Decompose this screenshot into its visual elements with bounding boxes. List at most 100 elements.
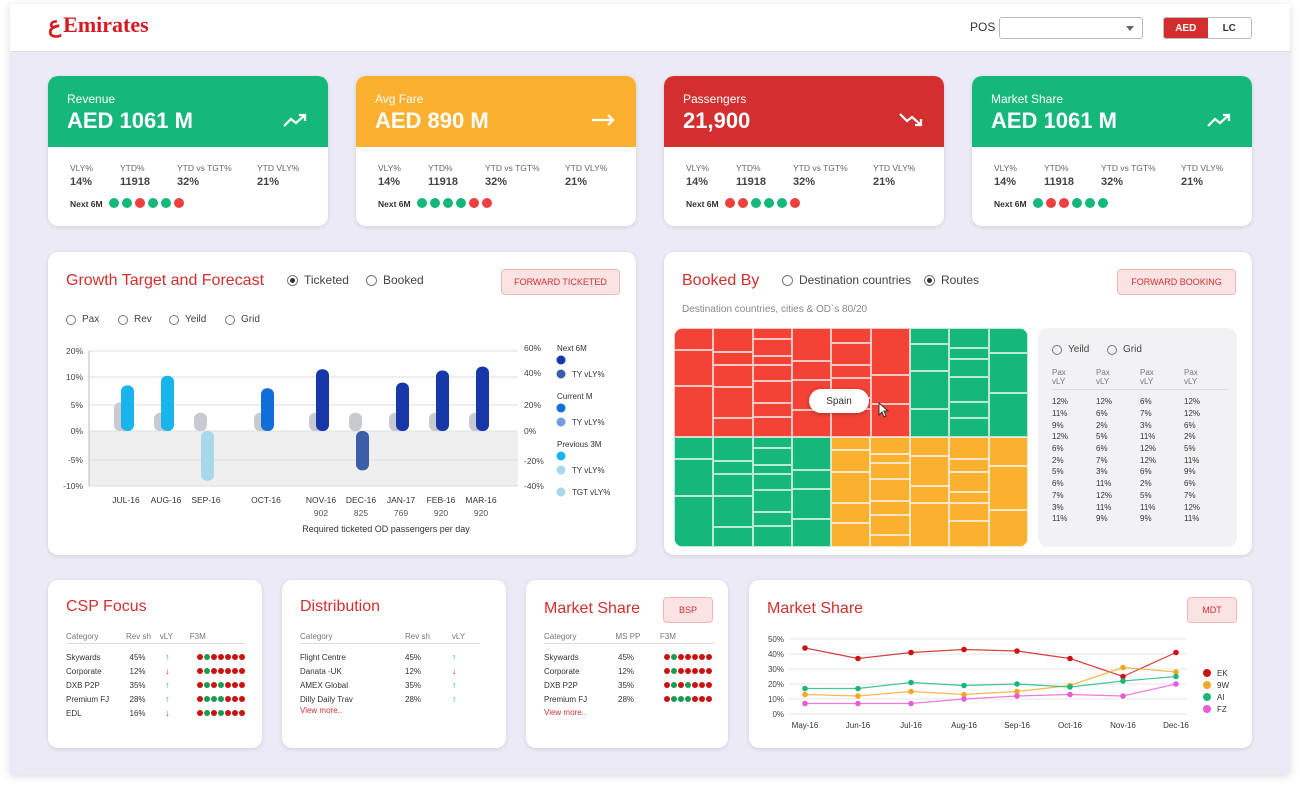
data-point[interactable] xyxy=(1014,693,1020,699)
treemap-cell[interactable] xyxy=(949,418,989,437)
data-point[interactable] xyxy=(908,649,914,656)
treemap-cell[interactable] xyxy=(910,328,950,344)
data-point[interactable] xyxy=(855,685,861,692)
treemap-cell[interactable] xyxy=(831,365,871,378)
forecast-bar[interactable] xyxy=(261,388,274,431)
data-point[interactable] xyxy=(855,655,861,662)
treemap-cell[interactable] xyxy=(752,356,792,365)
treemap-cell[interactable] xyxy=(791,519,831,547)
view-more-link[interactable]: View more.. xyxy=(544,708,587,717)
data-point[interactable] xyxy=(855,700,861,707)
treemap-cell[interactable] xyxy=(949,377,989,402)
treemap-cell[interactable] xyxy=(909,503,950,547)
treemap-cell[interactable] xyxy=(674,437,714,459)
treemap-cell[interactable] xyxy=(949,328,989,348)
treemap-cell[interactable] xyxy=(713,461,753,474)
data-point[interactable] xyxy=(908,700,914,707)
treemap-cell[interactable] xyxy=(831,503,871,523)
treemap-cell[interactable] xyxy=(988,510,1028,547)
treemap-cell[interactable] xyxy=(949,402,989,418)
data-point[interactable] xyxy=(1120,693,1126,699)
table-row[interactable]: Skywards 45% xyxy=(544,650,714,664)
treemap-cell[interactable] xyxy=(674,350,714,386)
currency-lc-button[interactable]: LC xyxy=(1222,22,1236,34)
data-point[interactable] xyxy=(961,691,967,698)
radio-destination-countries[interactable]: Destination countries xyxy=(782,273,911,287)
data-point[interactable] xyxy=(1014,648,1020,654)
treemap-cell[interactable] xyxy=(870,479,910,501)
treemap-cell[interactable] xyxy=(713,437,753,461)
view-more-link[interactable]: View more.. xyxy=(300,706,343,715)
target-bar[interactable] xyxy=(194,412,207,431)
treemap-cell[interactable] xyxy=(910,371,950,409)
treemap-cell[interactable] xyxy=(870,375,910,404)
treemap-cell[interactable] xyxy=(713,418,753,437)
table-row[interactable]: Skywards 45% ↑ xyxy=(66,650,246,664)
table-row[interactable]: DXB P2P 35% xyxy=(544,678,714,692)
treemap-cell[interactable] xyxy=(713,496,753,527)
treemap-cell[interactable] xyxy=(949,472,989,492)
radio-rev[interactable]: Rev xyxy=(118,314,152,325)
table-row[interactable]: Corporate 12% ↓ xyxy=(66,664,246,678)
data-point[interactable] xyxy=(1067,684,1073,690)
treemap-cell[interactable] xyxy=(870,501,910,515)
treemap-cell[interactable] xyxy=(988,328,1028,353)
treemap-cell[interactable] xyxy=(949,521,989,547)
treemap-cell[interactable] xyxy=(674,496,714,547)
treemap-cell[interactable] xyxy=(792,410,832,437)
treemap-cell[interactable] xyxy=(752,339,792,356)
treemap-cell[interactable] xyxy=(910,409,950,437)
radio-routes[interactable]: Routes xyxy=(924,273,979,287)
treemap-cell[interactable] xyxy=(909,486,950,503)
treemap-cell[interactable] xyxy=(870,404,910,437)
treemap-cell[interactable] xyxy=(870,454,910,463)
forecast-bar[interactable] xyxy=(316,369,329,431)
forecast-bar[interactable] xyxy=(161,375,174,431)
treemap-cell[interactable] xyxy=(988,466,1028,510)
radio-booked[interactable]: Booked xyxy=(366,273,424,287)
kpi-card-avg-fare[interactable]: Avg Fare AED 890 M VLY% 14% YTD% 11918 YTD… xyxy=(356,76,636,226)
data-point[interactable] xyxy=(1014,681,1020,687)
treemap-cell[interactable] xyxy=(870,328,910,375)
treemap-cell[interactable] xyxy=(909,437,950,456)
table-row[interactable]: Flight Centre 45% ↑ xyxy=(300,650,480,664)
kpi-card-passengers[interactable]: Passengers 21,900 VLY% 14% YTD% 11918 YTD … xyxy=(664,76,944,226)
forecast-bar[interactable] xyxy=(356,431,369,471)
forecast-bar[interactable] xyxy=(121,385,134,431)
data-point[interactable] xyxy=(908,688,914,695)
data-point[interactable] xyxy=(1173,649,1179,656)
data-point[interactable] xyxy=(961,696,967,702)
treemap-cell[interactable] xyxy=(713,527,753,547)
radio-pax[interactable]: Pax xyxy=(66,314,99,325)
treemap-cell[interactable] xyxy=(791,437,831,470)
radio-side-yeild[interactable]: Yeild xyxy=(1052,344,1089,355)
target-bar[interactable] xyxy=(349,412,362,431)
table-row[interactable]: AMEX Global 35% ↑ xyxy=(300,678,480,692)
treemap-cell[interactable] xyxy=(752,474,792,490)
treemap-cell[interactable] xyxy=(831,450,871,472)
table-row[interactable]: Dilly Daily Trav 28% ↑ xyxy=(300,692,480,706)
treemap-cell[interactable] xyxy=(713,365,753,387)
treemap-cell[interactable] xyxy=(870,515,910,535)
currency-aed-button[interactable]: AED xyxy=(1164,18,1208,38)
treemap-cell[interactable] xyxy=(674,328,714,350)
table-row[interactable]: EDL 16% ↓ xyxy=(66,706,246,720)
emirates-logo[interactable]: ع Emirates xyxy=(48,12,149,38)
treemap-cell[interactable] xyxy=(831,409,871,437)
treemap-cell[interactable] xyxy=(791,489,831,519)
treemap-cell[interactable] xyxy=(988,437,1028,466)
treemap-cell[interactable] xyxy=(831,328,871,343)
data-point[interactable] xyxy=(1067,655,1073,662)
radio-ticketed[interactable]: Ticketed xyxy=(287,273,349,287)
treemap-cell[interactable] xyxy=(752,417,792,437)
treemap-cell[interactable] xyxy=(870,535,910,547)
data-point[interactable] xyxy=(961,682,967,689)
data-point[interactable] xyxy=(908,679,914,686)
treemap-cell[interactable] xyxy=(791,470,831,489)
treemap-cell[interactable] xyxy=(713,328,753,352)
data-point[interactable] xyxy=(1173,669,1179,675)
treemap-cell[interactable] xyxy=(752,403,792,417)
kpi-card-revenue[interactable]: Revenue AED 1061 M VLY% 14% YTD% 11918 YTD… xyxy=(48,76,328,226)
forecast-bar[interactable] xyxy=(476,366,489,431)
treemap-cell[interactable] xyxy=(752,465,792,474)
